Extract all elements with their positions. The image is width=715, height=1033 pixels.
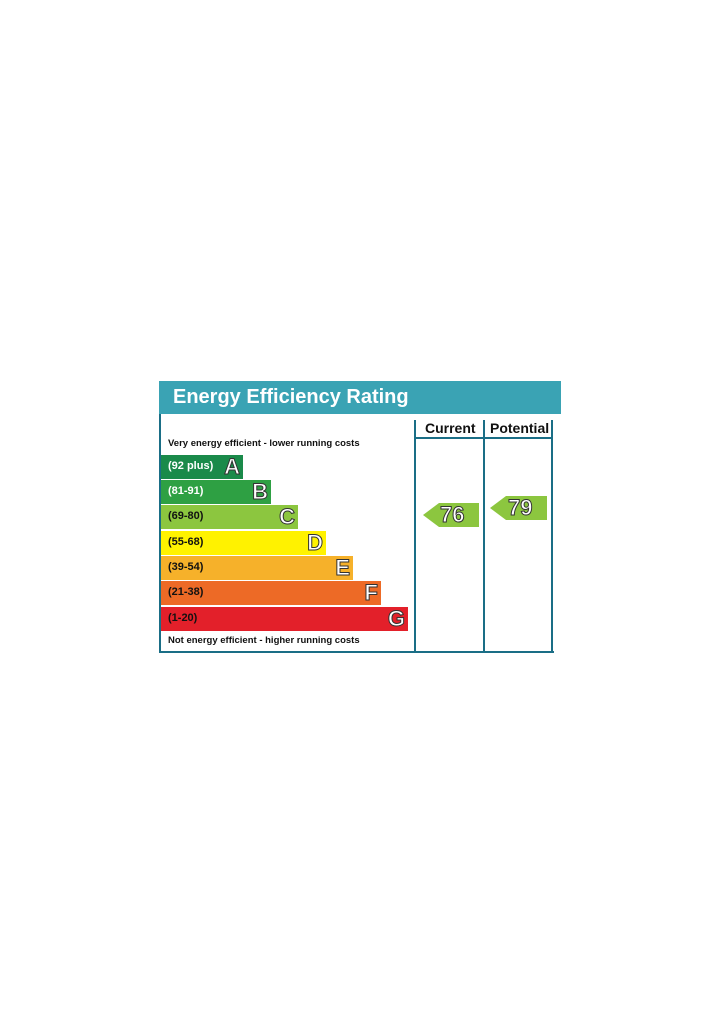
band-d: (55-68) D — [161, 530, 326, 556]
current-indicator: 76 — [423, 502, 479, 528]
band-letter: D — [307, 530, 324, 556]
band-range-label: (1-20) — [168, 612, 198, 624]
band-range-label: (55-68) — [168, 536, 204, 548]
band-range-label: (21-38) — [168, 586, 204, 598]
band-letter: G — [387, 606, 405, 632]
band-letter: F — [364, 580, 378, 606]
band-a: (92 plus) A — [161, 454, 243, 480]
potential-indicator: 79 — [490, 495, 547, 521]
frame-left-border — [159, 414, 161, 653]
header-underline — [414, 437, 553, 439]
potential-header: Potential — [490, 420, 550, 436]
top-caption: Very energy efficient - lower running co… — [168, 438, 360, 449]
band-range-label: (69-80) — [168, 510, 204, 522]
frame-bottom-border — [159, 651, 554, 653]
band-range-label: (39-54) — [168, 561, 204, 573]
potential-column-right-border — [551, 420, 553, 652]
band-g: (1-20) G — [161, 606, 408, 632]
current-arrow — [423, 503, 479, 527]
band-e: (39-54) E — [161, 555, 353, 581]
current-value: 76 — [439, 502, 465, 528]
band-f: (21-38) F — [161, 580, 381, 606]
chart-title: Energy Efficiency Rating — [173, 386, 409, 408]
potential-arrow — [490, 496, 547, 520]
band-letter: B — [252, 479, 269, 505]
current-column-left-border — [414, 420, 416, 652]
bottom-caption: Not energy efficient - higher running co… — [168, 635, 360, 646]
band-range-label: (92 plus) — [168, 460, 214, 472]
band-c: (69-80) C — [161, 504, 298, 530]
potential-value: 79 — [507, 495, 533, 521]
current-column-right-border — [483, 420, 485, 652]
band-range-label: (81-91) — [168, 485, 204, 497]
title-bar: Energy Efficiency Rating — [159, 381, 561, 414]
band-letter: E — [335, 555, 351, 581]
band-letter: C — [279, 504, 296, 530]
current-header: Current — [425, 420, 476, 436]
band-letter: A — [224, 454, 241, 480]
band-b: (81-91) B — [161, 479, 271, 505]
